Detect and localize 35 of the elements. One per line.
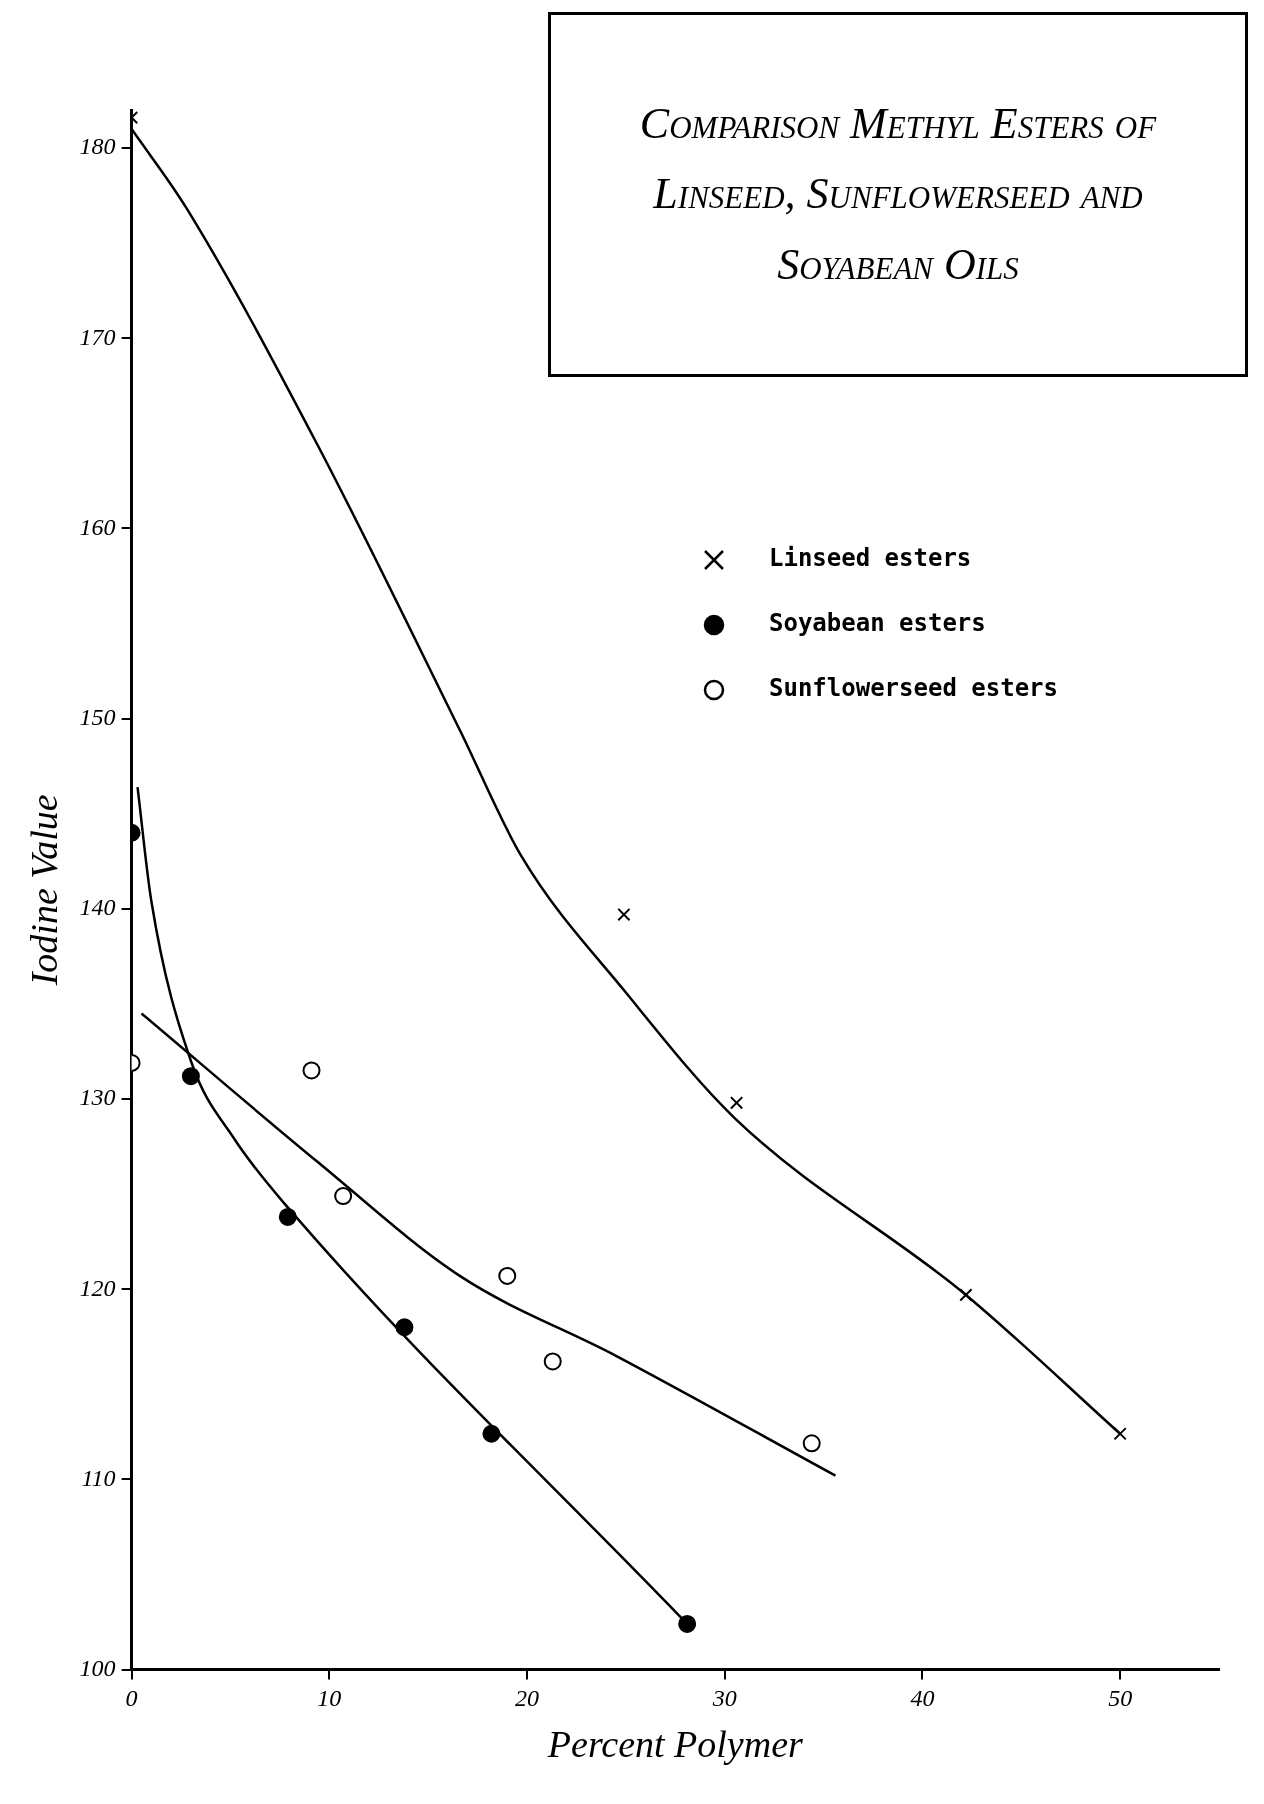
point: [278, 1207, 297, 1226]
y-tick-label: 180: [79, 133, 116, 160]
point: [302, 1061, 321, 1080]
y-tick-label: 160: [79, 513, 116, 540]
point: [395, 1318, 414, 1337]
point: [498, 1266, 517, 1285]
point: [617, 907, 631, 922]
point: [334, 1187, 353, 1206]
x-tick-label: 10: [317, 1685, 342, 1712]
text: Comparison Methyl Esters of Linseed, Sunflowerseed and Soyabean Oils: [548, 12, 1248, 377]
x-tick-label: 50: [1108, 1685, 1133, 1712]
x-tick-label: 30: [711, 1685, 737, 1712]
y-tick-label: 120: [79, 1274, 116, 1301]
point: [181, 1067, 200, 1086]
legend-label: Sunflowerseed esters: [769, 674, 1058, 703]
y-axis-title: Iodine Value: [22, 794, 65, 987]
point: [802, 1434, 821, 1453]
x-tick-label: 20: [515, 1685, 540, 1712]
legend-label: Linseed esters: [769, 544, 972, 573]
y-tick-label: 150: [79, 703, 116, 730]
y-tick-label: 140: [79, 894, 116, 921]
point: [482, 1424, 501, 1443]
y-tick-label: 170: [79, 323, 116, 350]
point: [729, 1096, 744, 1110]
point: [543, 1352, 562, 1371]
point: [678, 1614, 697, 1633]
x-tick-label: 0: [125, 1685, 138, 1712]
x-tick-label: 40: [910, 1685, 935, 1712]
y-tick-label: 130: [79, 1084, 116, 1111]
x-axis-title: Percent Polymer: [546, 1723, 803, 1766]
y-tick-label: 110: [81, 1464, 116, 1491]
legend-label: Soyabean esters: [769, 609, 986, 638]
y-tick-label: 100: [79, 1654, 116, 1681]
point: [959, 1288, 973, 1302]
point: [1113, 1427, 1127, 1441]
